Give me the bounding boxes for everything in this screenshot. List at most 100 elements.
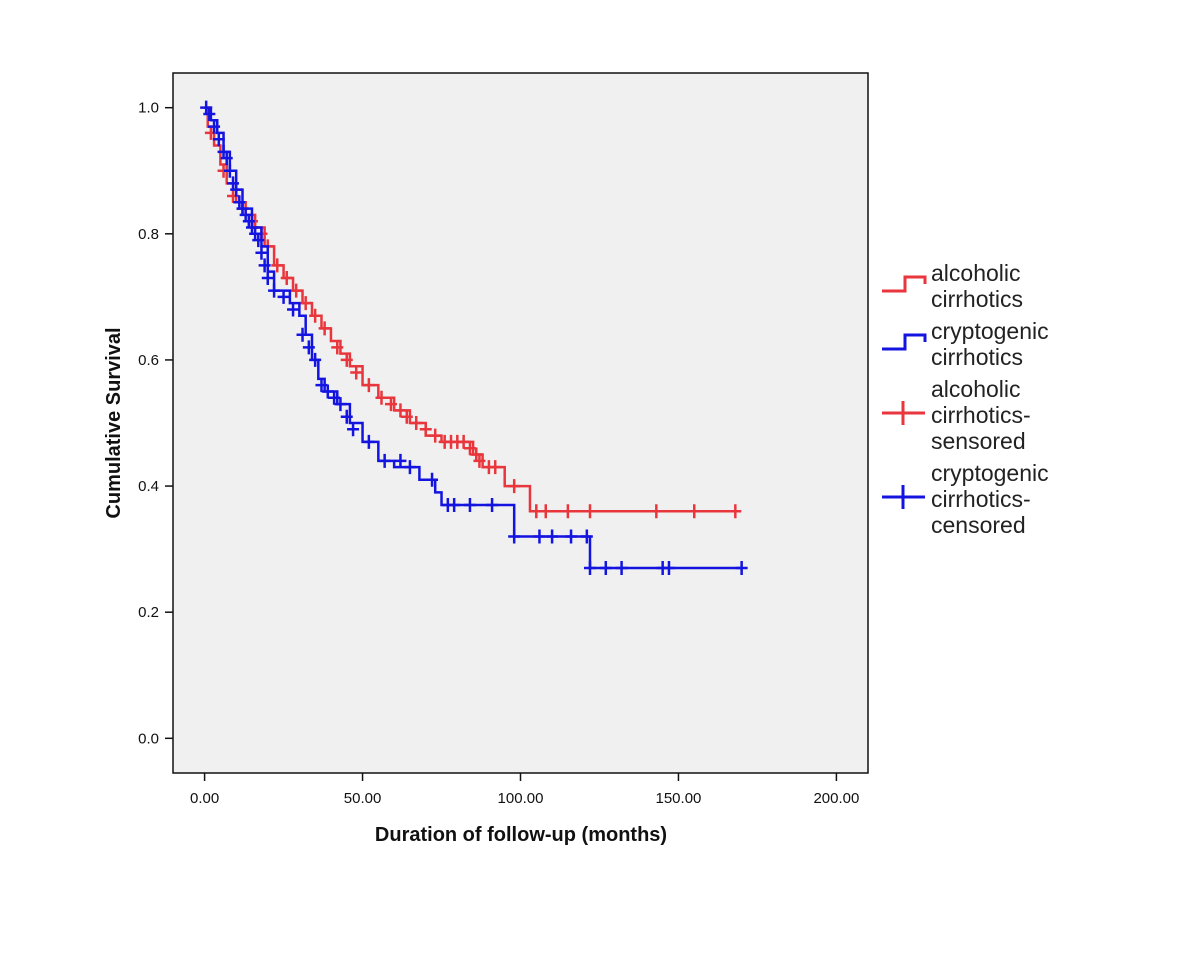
censor-mark bbox=[309, 352, 322, 367]
y-tick-label: 0.0 bbox=[138, 730, 159, 747]
legend-label-line: cirrhotics- bbox=[931, 402, 1031, 428]
censor-mark bbox=[615, 561, 628, 576]
censor-mark bbox=[650, 504, 663, 519]
y-axis: 0.0 0.2 0.4 0.6 0.8 1.0 bbox=[138, 100, 173, 747]
censor-mark bbox=[489, 460, 502, 475]
x-axis-title: Duration of follow-up (months) bbox=[375, 824, 667, 846]
censor-mark bbox=[384, 397, 397, 412]
censor-mark bbox=[463, 497, 476, 512]
censor-mark bbox=[328, 390, 341, 405]
censor-mark bbox=[362, 378, 375, 393]
legend-label-line: cryptogenic bbox=[931, 460, 1049, 486]
censor-mark bbox=[400, 409, 413, 424]
x-tick-label: 150.00 bbox=[656, 790, 702, 807]
censor-mark bbox=[410, 416, 423, 430]
censor-mark bbox=[457, 434, 470, 449]
censor-mark bbox=[394, 403, 407, 418]
series-layer bbox=[200, 100, 748, 576]
censor-mark bbox=[539, 504, 552, 519]
legend-label-line: alcoholic bbox=[931, 260, 1021, 286]
legend-label-line: censored bbox=[931, 512, 1026, 538]
censor-mark bbox=[271, 258, 284, 273]
legend-step-icon bbox=[882, 275, 927, 293]
legend-label-line: sensored bbox=[931, 428, 1026, 454]
censor-mark bbox=[302, 340, 315, 355]
censor-mark bbox=[309, 308, 322, 323]
censor-mark bbox=[565, 529, 578, 544]
censor-mark bbox=[735, 561, 748, 576]
legend-label-line: cirrhotics bbox=[931, 344, 1023, 370]
censor-mark bbox=[508, 479, 521, 494]
censor-mark bbox=[448, 497, 461, 512]
censor-mark bbox=[394, 453, 407, 468]
y-tick-label: 1.0 bbox=[138, 100, 159, 117]
legend-plus-icon bbox=[882, 401, 925, 425]
censor-mark bbox=[533, 529, 546, 544]
censor-mark bbox=[334, 397, 347, 412]
censor-mark bbox=[296, 327, 309, 342]
censor-mark bbox=[584, 561, 596, 576]
censor-mark bbox=[203, 106, 216, 121]
x-tick-label: 100.00 bbox=[498, 790, 544, 807]
censor-mark bbox=[375, 390, 388, 405]
y-tick-label: 0.6 bbox=[138, 352, 159, 369]
censor-mark bbox=[208, 119, 221, 134]
censor-mark bbox=[223, 163, 236, 178]
censor-mark bbox=[403, 460, 416, 475]
censor-mark bbox=[340, 352, 353, 367]
x-tick-label: 50.00 bbox=[344, 790, 382, 807]
censor-mark bbox=[362, 434, 375, 449]
y-tick-label: 0.2 bbox=[138, 604, 159, 621]
plot-area bbox=[172, 72, 869, 774]
y-tick-label: 0.4 bbox=[138, 478, 159, 495]
legend-step-icon bbox=[882, 333, 927, 351]
censor-mark bbox=[463, 441, 476, 456]
censor-mark bbox=[261, 270, 274, 285]
legend-label-line: alcoholic bbox=[931, 376, 1021, 402]
series-2 bbox=[200, 100, 748, 576]
censor-mark bbox=[280, 270, 293, 285]
y-tick-label: 0.8 bbox=[138, 226, 159, 243]
censor-mark bbox=[255, 245, 268, 260]
censor-mark bbox=[508, 529, 521, 544]
censor-mark bbox=[315, 378, 328, 393]
censor-mark bbox=[230, 182, 243, 197]
legend-label-line: cirrhotics bbox=[931, 286, 1023, 312]
censor-mark bbox=[220, 151, 233, 166]
censor-mark bbox=[318, 321, 331, 336]
legend-plus-icon bbox=[882, 485, 925, 509]
censor-mark bbox=[546, 529, 559, 544]
censor-mark bbox=[347, 422, 360, 437]
censor-mark bbox=[268, 283, 281, 298]
censor-mark bbox=[662, 561, 675, 576]
censor-mark bbox=[258, 258, 271, 273]
censor-mark bbox=[212, 132, 225, 147]
censor-mark bbox=[290, 283, 303, 298]
censor-mark bbox=[580, 529, 593, 544]
censor-mark bbox=[729, 504, 742, 519]
censor-mark bbox=[429, 428, 442, 443]
censor-mark bbox=[599, 561, 612, 576]
censor-mark bbox=[252, 233, 265, 248]
censor-mark bbox=[331, 340, 344, 355]
censor-mark bbox=[299, 296, 312, 311]
x-tick-label: 0.00 bbox=[190, 790, 219, 807]
censor-mark bbox=[350, 365, 363, 380]
censor-mark bbox=[277, 289, 290, 304]
censor-mark bbox=[378, 453, 391, 468]
censor-mark bbox=[426, 472, 439, 487]
x-axis: 0.00 50.00 100.00 150.00 200.00 bbox=[190, 773, 859, 807]
legend-label-line: cirrhotics- bbox=[931, 486, 1031, 512]
legend: alcoholiccirrhoticscryptogeniccirrhotics… bbox=[882, 260, 1049, 538]
x-tick-label: 200.00 bbox=[813, 790, 859, 807]
censor-mark bbox=[321, 384, 334, 399]
censor-mark bbox=[340, 409, 353, 424]
censor-mark bbox=[486, 497, 499, 512]
censor-mark bbox=[688, 504, 701, 519]
censor-mark bbox=[561, 504, 574, 519]
